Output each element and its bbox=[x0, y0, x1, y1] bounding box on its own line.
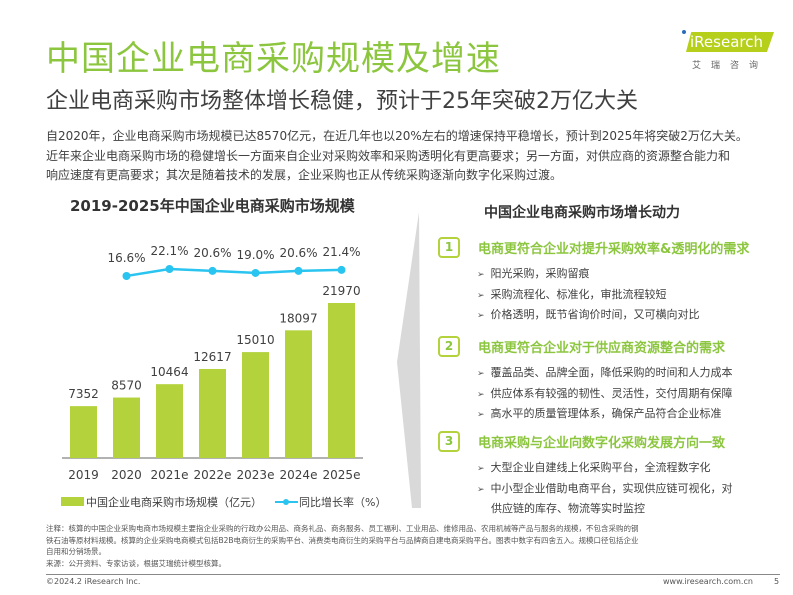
growth-rate-label: 21.4% bbox=[322, 245, 360, 259]
legend-line-label: 同比增长率（%） bbox=[299, 495, 386, 509]
growth-rate-point bbox=[251, 268, 260, 277]
bullet-text: 价格透明，既节省询价时间，又可横向对比 bbox=[490, 308, 700, 321]
driver-bullet: ➢ 采购流程化、标准化，审批流程较短 bbox=[477, 286, 667, 302]
bar-2019 bbox=[70, 406, 97, 458]
page-number: 5 bbox=[774, 577, 780, 586]
copyright: ©2024.2 iResearch Inc. bbox=[46, 577, 141, 586]
bullet-text: 高水平的质量管理体系，确保产品符合企业标准 bbox=[490, 407, 722, 420]
intro-line-1: 自2020年，企业电商采购市场规模已达8570亿元，在近几年也以20%左右的增速… bbox=[46, 129, 748, 143]
note-line: 注释：核算的中国企业采购电商市场规模主要指企业采购的行政办公用品、商务礼品、商务… bbox=[46, 524, 639, 533]
driver-bullet: ➢ 大型企业自建线上化采购平台，全流程数字化 bbox=[477, 459, 711, 475]
driver-heading: 电商更符合企业对于供应商资源整合的需求 bbox=[478, 341, 726, 356]
driver-bullet: ➢ 覆盖品类、品牌全面，降低采购的时间和人力成本 bbox=[477, 364, 733, 380]
bar-2020 bbox=[113, 397, 140, 458]
arrow-bullet-icon: ➢ bbox=[477, 369, 485, 379]
x-tick-label: 2023e bbox=[237, 468, 275, 482]
bar-value-label: 15010 bbox=[236, 333, 274, 347]
arrow-bullet-icon: ➢ bbox=[477, 290, 485, 301]
growth-rate-point bbox=[122, 272, 131, 280]
x-tick-label: 2020 bbox=[111, 468, 142, 482]
bar-2022e bbox=[199, 368, 226, 458]
bullet-text: 采购流程化、标准化，审批流程较短 bbox=[490, 287, 667, 301]
x-tick-label: 2021e bbox=[151, 468, 189, 482]
page-title: 中国企业电商采购规模及增速 bbox=[46, 39, 501, 79]
bullet-text: 覆盖品类、品牌全面，降低采购的时间和人力成本 bbox=[490, 366, 733, 379]
legend-line-marker bbox=[283, 499, 289, 505]
bar-2024e bbox=[285, 330, 312, 458]
arrow-bullet-icon: ➢ bbox=[477, 311, 485, 321]
arrow-bullet-icon: ➢ bbox=[477, 389, 485, 400]
x-tick-label: 2019 bbox=[68, 468, 99, 482]
x-tick-label: 2024e bbox=[280, 468, 318, 482]
arrow-bullet-icon: ➢ bbox=[477, 484, 485, 495]
growth-rate-label: 20.6% bbox=[193, 246, 231, 260]
logo-text: iResearch bbox=[690, 33, 763, 51]
arrow-bullet-icon: ➢ bbox=[477, 410, 485, 420]
driver-bullet: ➢ 中小型企业借助电商平台，实现供应链可视化，对 bbox=[477, 480, 733, 496]
footer-divider bbox=[46, 574, 780, 575]
growth-rate-label: 20.6% bbox=[279, 246, 317, 260]
legend-bar-swatch bbox=[61, 497, 84, 506]
intro-line-3: 响应速度有更高要求；其次是随着技术的发展，企业采购也正从传统采购逐渐向数字化采购… bbox=[46, 168, 563, 182]
driver-bullet: ➢ 价格透明，既节省询价时间，又可横向对比 bbox=[477, 306, 700, 322]
arrow-bullet-icon: ➢ bbox=[477, 270, 485, 280]
bar-value-label: 21970 bbox=[322, 284, 360, 298]
bullet-text: 供应体系有较强的韧性、灵活性，交付周期有保障 bbox=[490, 386, 733, 400]
note-line: 自用和分销场景。 bbox=[46, 547, 106, 556]
bullet-text: 大型企业自建线上化采购平台，全流程数字化 bbox=[490, 461, 711, 474]
growth-rate-label: 19.0% bbox=[236, 248, 274, 262]
arrow-bullet-icon: ➢ bbox=[477, 464, 485, 474]
intro-line-2: 近年来企业电商采购市场的稳健增长一方面来自企业对采购效率和采购透明化有更高要求；… bbox=[46, 149, 731, 163]
growth-rate-line bbox=[126, 267, 342, 278]
bar-value-label: 7352 bbox=[68, 387, 99, 401]
growth-rate-point bbox=[165, 265, 174, 274]
item-number-badge: 2 bbox=[438, 336, 460, 357]
bar-value-label: 10464 bbox=[150, 365, 188, 379]
note-line: 铁石油等原材料规模。核算的企业采购电商模式包括B2B电商衍生的采购平台、消费类电… bbox=[46, 535, 639, 545]
chart-title: 2019-2025年中国企业电商采购市场规模 bbox=[70, 197, 355, 215]
growth-rate-label: 22.1% bbox=[150, 244, 188, 258]
driver-bullet: ➢ 供应体系有较强的韧性、灵活性，交付周期有保障 bbox=[477, 385, 733, 401]
bullet-text: 供应链的库存、物流等实时监控 bbox=[491, 502, 645, 515]
logo-cn: 艾瑞咨询 bbox=[692, 61, 769, 71]
bar-value-label: 8570 bbox=[111, 379, 142, 393]
driver-heading: 电商更符合企业对提升采购效率&透明化的需求 bbox=[478, 242, 750, 257]
growth-rate-point bbox=[294, 266, 303, 275]
driver-bullet: ➢ 高水平的质量管理体系，确保产品符合企业标准 bbox=[477, 405, 722, 421]
bullet-text: 阳光采购，采购留痕 bbox=[490, 267, 590, 280]
driver-heading: 电商采购与企业向数字化采购发展方向一致 bbox=[478, 436, 726, 451]
bullet-text: 中小型企业借助电商平台，实现供应链可视化，对 bbox=[490, 481, 733, 495]
page-subtitle: 企业电商采购市场整体增长稳健，预计于25年突破2万亿大关 bbox=[46, 89, 638, 114]
bar-2021e bbox=[156, 384, 183, 458]
bar-value-label: 18097 bbox=[279, 311, 317, 325]
note-line: 来源：公开资料、专家访谈，根据艾瑞统计模型核算。 bbox=[46, 558, 226, 568]
bar-value-label: 12617 bbox=[193, 350, 231, 364]
bar-2025e bbox=[328, 303, 355, 458]
market-size-chart: 7352 2019 8570 2020 10464 2021e 12617 2022e 1501… bbox=[61, 244, 386, 509]
legend-bar-label: 中国企业电商采购市场规模（亿元） bbox=[86, 495, 262, 509]
driver-bullet: 供应链的库存、物流等实时监控 bbox=[491, 500, 645, 516]
item-number-badge: 1 bbox=[438, 237, 460, 258]
x-tick-label: 2025e bbox=[323, 468, 361, 482]
panel-title: 中国企业电商采购市场增长动力 bbox=[484, 205, 680, 221]
driver-bullet: ➢ 阳光采购，采购留痕 bbox=[477, 265, 590, 281]
footer-url[interactable]: www.iresearch.com.cn bbox=[663, 577, 753, 586]
bar-2023e bbox=[242, 352, 269, 458]
growth-rate-point bbox=[208, 266, 217, 275]
x-tick-label: 2022e bbox=[194, 468, 232, 482]
growth-rate-point bbox=[337, 265, 346, 274]
growth-rate-label: 16.6% bbox=[107, 251, 145, 265]
item-number-badge: 3 bbox=[438, 431, 460, 452]
